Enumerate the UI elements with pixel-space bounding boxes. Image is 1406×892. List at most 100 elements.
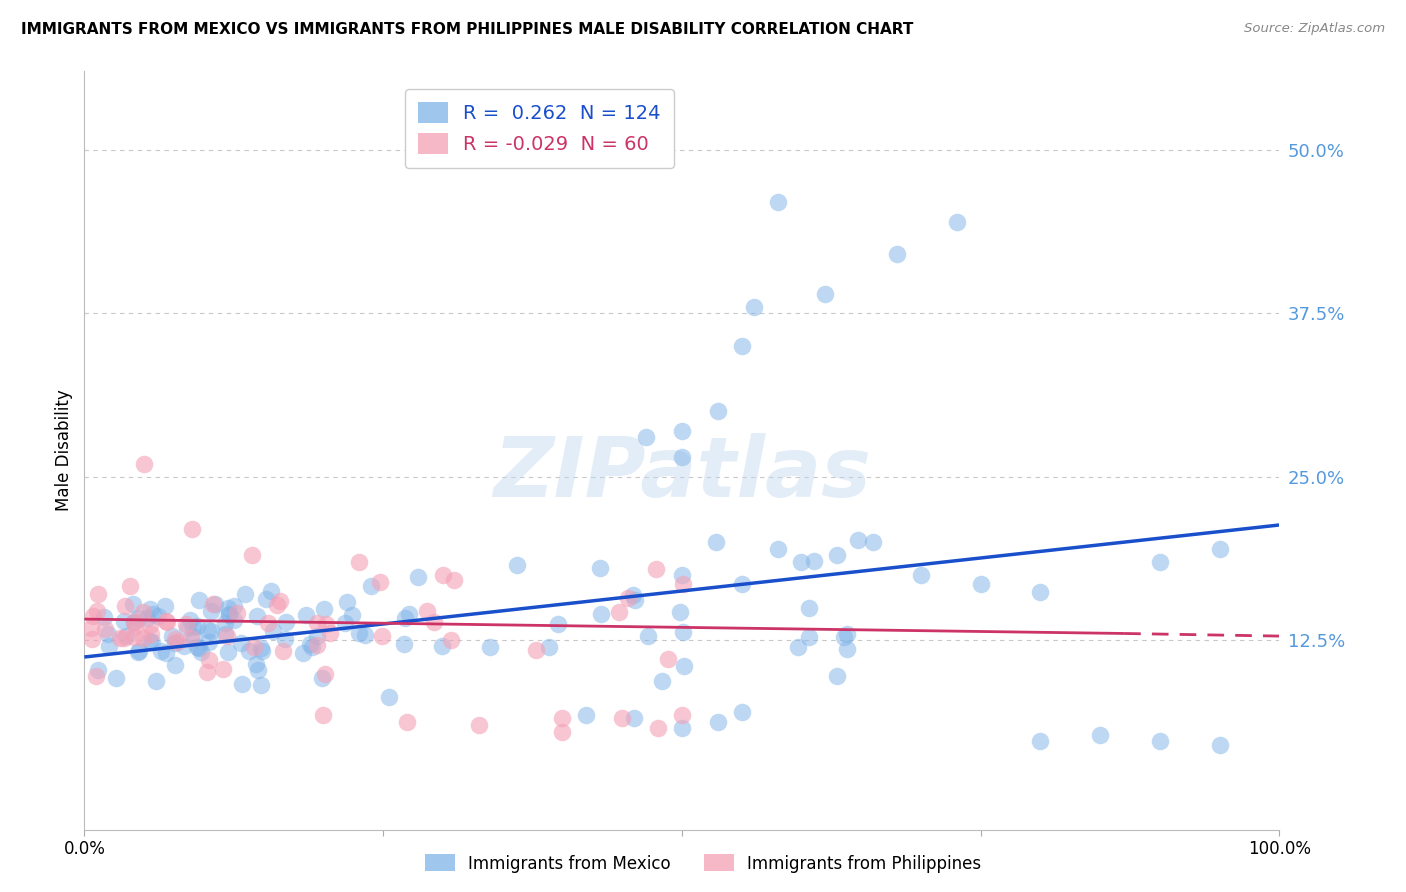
Point xyxy=(371,629,394,643)
Legend: R =  0.262  N = 124, R = -0.029  N = 60: R = 0.262 N = 124, R = -0.029 N = 60 xyxy=(405,88,675,168)
Point xyxy=(141,634,163,648)
Point xyxy=(360,579,382,593)
Point xyxy=(396,715,419,730)
Point xyxy=(112,632,135,646)
Point xyxy=(440,632,463,647)
Point xyxy=(416,604,439,618)
Point xyxy=(707,404,730,418)
Point xyxy=(217,600,239,615)
Text: Source: ZipAtlas.com: Source: ZipAtlas.com xyxy=(1244,22,1385,36)
Point xyxy=(671,567,693,582)
Point xyxy=(671,721,693,735)
Legend: Immigrants from Mexico, Immigrants from Philippines: Immigrants from Mexico, Immigrants from … xyxy=(418,847,988,880)
Point xyxy=(273,632,295,646)
Point xyxy=(200,604,222,618)
Point xyxy=(217,629,239,643)
Point xyxy=(197,635,219,649)
Point xyxy=(260,584,283,599)
Point xyxy=(138,633,160,648)
Point xyxy=(165,636,187,650)
Point xyxy=(378,690,401,705)
Point xyxy=(645,562,668,576)
Point xyxy=(204,597,226,611)
Point xyxy=(636,430,658,444)
Point xyxy=(173,639,195,653)
Point xyxy=(104,671,127,685)
Point xyxy=(132,631,155,645)
Point xyxy=(250,643,273,657)
Point xyxy=(307,629,329,643)
Point xyxy=(589,560,612,574)
Point xyxy=(624,593,647,607)
Point xyxy=(250,641,273,656)
Point xyxy=(166,635,188,649)
Point xyxy=(790,555,813,569)
Point xyxy=(1090,728,1112,742)
Point xyxy=(368,575,391,590)
Point xyxy=(124,619,146,633)
Point xyxy=(114,599,136,613)
Point xyxy=(229,636,252,650)
Point xyxy=(827,548,849,562)
Point xyxy=(312,707,335,722)
Point xyxy=(174,617,197,632)
Point xyxy=(121,597,143,611)
Point xyxy=(298,637,321,651)
Point xyxy=(132,457,156,471)
Point xyxy=(254,592,277,607)
Point xyxy=(671,424,693,438)
Point xyxy=(122,615,145,629)
Point xyxy=(153,599,176,613)
Point xyxy=(94,622,117,636)
Point xyxy=(190,645,212,659)
Point xyxy=(886,247,908,261)
Point xyxy=(87,663,110,677)
Point xyxy=(271,643,294,657)
Point xyxy=(165,632,187,647)
Point xyxy=(797,631,820,645)
Point xyxy=(243,640,266,655)
Point xyxy=(183,630,205,644)
Point xyxy=(212,662,235,676)
Point xyxy=(145,673,167,688)
Point xyxy=(340,608,363,623)
Point xyxy=(1209,541,1232,556)
Point xyxy=(97,640,120,654)
Point xyxy=(231,677,253,691)
Point xyxy=(398,607,420,621)
Point xyxy=(787,640,810,654)
Point xyxy=(803,554,825,568)
Point xyxy=(835,627,858,641)
Point xyxy=(589,607,612,621)
Point xyxy=(181,522,204,536)
Point xyxy=(349,555,371,569)
Point xyxy=(238,643,260,657)
Point xyxy=(333,616,356,631)
Point xyxy=(136,611,159,625)
Point xyxy=(301,640,323,654)
Point xyxy=(181,619,204,633)
Point xyxy=(707,715,730,730)
Point xyxy=(233,587,256,601)
Point xyxy=(86,604,108,618)
Point xyxy=(188,640,211,655)
Point xyxy=(479,640,502,654)
Point xyxy=(612,711,634,725)
Point xyxy=(946,215,969,229)
Point xyxy=(195,665,218,680)
Point xyxy=(250,678,273,692)
Point xyxy=(1029,733,1052,747)
Point xyxy=(108,632,131,646)
Point xyxy=(423,615,446,630)
Text: ZIPatlas: ZIPatlas xyxy=(494,433,870,514)
Point xyxy=(187,592,209,607)
Point xyxy=(835,642,858,657)
Point xyxy=(197,623,219,637)
Point xyxy=(468,718,491,732)
Point xyxy=(305,638,328,652)
Point xyxy=(179,613,201,627)
Point xyxy=(112,614,135,628)
Point xyxy=(141,627,163,641)
Point xyxy=(347,626,370,640)
Point xyxy=(318,625,340,640)
